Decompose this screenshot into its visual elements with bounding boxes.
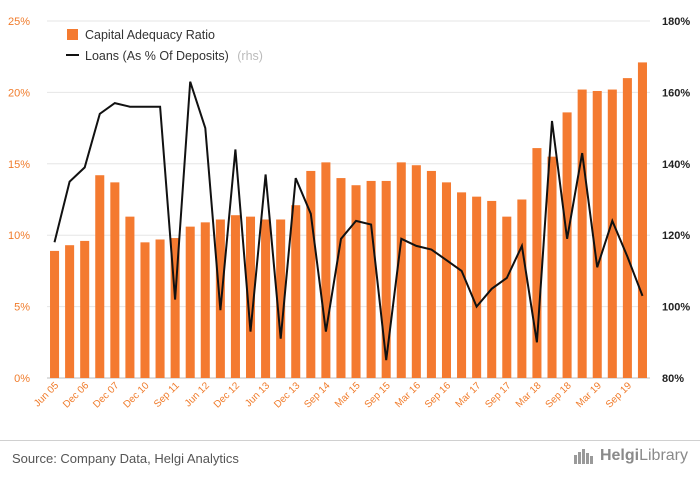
source-note: Source: Company Data, Helgi Analytics	[12, 451, 239, 466]
bar	[622, 78, 632, 379]
legend-label-rhs: (rhs)	[237, 49, 263, 63]
x-tick-label: Jun 13	[243, 380, 272, 409]
bar	[140, 242, 150, 378]
bar	[50, 250, 60, 378]
bar	[396, 162, 406, 378]
x-tick-label: Sep 17	[483, 380, 513, 410]
bar	[517, 199, 527, 378]
x-tick-label: Dec 12	[212, 380, 242, 410]
loans-line	[53, 81, 644, 361]
left-tick-label: 25%	[8, 16, 30, 28]
bar	[532, 148, 542, 378]
legend-label-loans-text: Loans (As % Of Deposits)	[85, 49, 229, 63]
bar	[457, 192, 467, 378]
gridlines	[47, 20, 650, 379]
bar	[110, 182, 120, 378]
bar	[185, 226, 195, 378]
bar	[351, 185, 361, 378]
bar	[170, 238, 180, 378]
bar	[592, 90, 602, 379]
bar	[200, 222, 210, 378]
bar	[155, 239, 165, 378]
right-tick-label: 180%	[662, 16, 690, 28]
right-tick-label: 80%	[662, 373, 684, 385]
right-tick-label: 160%	[662, 87, 690, 99]
brand-name-regular: Library	[639, 447, 688, 464]
bar	[95, 175, 105, 378]
line-series-loans-as-pct-of-deposits	[53, 81, 644, 361]
bar	[306, 170, 316, 378]
left-axis-ticks: 0% 5% 10% 15% 20% 25%	[8, 16, 30, 385]
x-tick-label: Mar 19	[574, 380, 604, 410]
left-tick-label: 0%	[14, 373, 30, 385]
x-tick-label: Mar 15	[333, 380, 363, 410]
helgi-library-logo-icon	[573, 449, 593, 464]
brand-name-bold: Helgi	[599, 447, 640, 464]
bar	[65, 245, 75, 378]
bar	[125, 216, 135, 378]
x-tick-label: Sep 11	[152, 380, 182, 410]
bar	[607, 89, 617, 378]
right-tick-label: 120%	[662, 230, 690, 242]
bar	[502, 216, 512, 378]
x-tick-label: Dec 07	[91, 380, 121, 410]
x-tick-label: Mar 18	[514, 380, 544, 410]
right-tick-label: 140%	[662, 159, 690, 171]
left-tick-label: 5%	[14, 302, 30, 314]
left-tick-label: 20%	[8, 87, 30, 99]
bar	[411, 165, 421, 378]
x-tick-label: Mar 17	[454, 380, 484, 410]
bar	[562, 112, 572, 378]
x-tick-label: Jun 05	[32, 380, 61, 409]
footer-divider	[0, 440, 700, 441]
x-tick-label: Sep 19	[604, 380, 634, 410]
bar	[230, 215, 240, 378]
x-tick-label: Sep 18	[544, 380, 574, 410]
x-tick-label: Dec 06	[61, 380, 91, 410]
x-axis-ticks: Jun 05 Dec 06 Dec 07 Dec 10 Sep 11 Jun 12 Dec …	[32, 380, 634, 411]
x-tick-label: Sep 14	[302, 380, 332, 410]
bar	[441, 182, 452, 378]
x-tick-label: Jun 12	[183, 380, 212, 409]
bar	[291, 205, 301, 378]
bar	[366, 180, 376, 378]
left-tick-label: 15%	[8, 159, 30, 171]
x-tick-label: Dec 13	[272, 380, 302, 410]
bar	[426, 170, 436, 378]
legend-label-capital-adequacy-ratio: Capital Adequacy Ratio	[85, 28, 215, 42]
bar	[381, 180, 391, 378]
x-tick-label: Sep 16	[423, 380, 453, 410]
bar	[245, 216, 256, 378]
bar	[80, 240, 90, 378]
bar	[637, 62, 647, 379]
bar	[336, 178, 346, 378]
bar	[472, 196, 482, 378]
brand-logo: Helgi Library	[573, 447, 688, 465]
legend-swatch-bar	[67, 29, 78, 40]
bar-series-capital-adequacy-ratio	[50, 62, 647, 379]
left-tick-label: 10%	[8, 230, 30, 242]
right-axis-ticks: 80% 100% 120% 140% 160% 180%	[662, 16, 690, 385]
bar	[276, 219, 286, 378]
x-tick-label: Sep 15	[363, 380, 393, 410]
x-tick-label: Mar 16	[393, 380, 423, 410]
bar	[577, 89, 587, 378]
chart: 0% 5% 10% 15% 20% 25% 80% 100% 120% 140% 160% 180%…	[8, 16, 690, 411]
bar	[547, 156, 557, 378]
legend-label-loans: Loans (As % Of Deposits) (rhs)	[85, 47, 263, 64]
x-tick-label: Dec 10	[121, 380, 151, 410]
legend: Capital Adequacy Ratio Loans (As % Of De…	[66, 28, 263, 64]
bar	[321, 162, 331, 378]
right-tick-label: 100%	[662, 302, 690, 314]
bar	[261, 219, 271, 378]
